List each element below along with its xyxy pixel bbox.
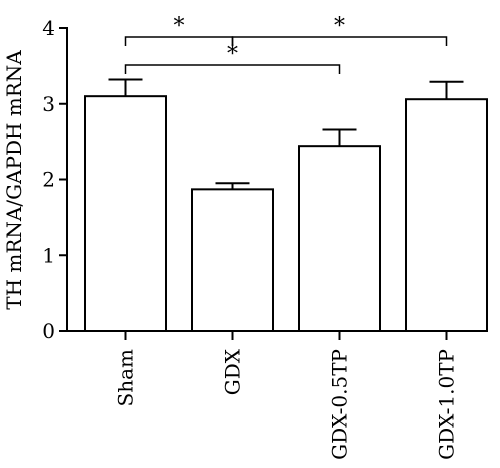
x-tick-label: Sham [114, 349, 138, 407]
y-axis-label: TH mRNA/GAPDH mRNA [2, 50, 26, 310]
bar-sham [84, 95, 167, 332]
y-tick-label: 4 [42, 16, 55, 40]
bar-gdx-1-0tp [405, 98, 488, 332]
x-tick-label: GDX-0.5TP [328, 349, 352, 460]
y-axis: 0 1 2 3 4 [42, 16, 68, 343]
significance-marker: * [227, 42, 238, 67]
y-tick-label: 1 [42, 243, 55, 267]
y-tick-label: 0 [42, 319, 55, 343]
y-tick-label: 2 [42, 168, 55, 192]
y-tick-label: 3 [42, 92, 55, 116]
x-axis: Sham GDX GDX-0.5TP GDX-1.0TP [67, 330, 488, 460]
x-tick-label: GDX [221, 348, 245, 395]
significance-marker: * [174, 14, 185, 39]
significance-bracket [231, 36, 448, 46]
bar-gdx-0-5tp [298, 145, 381, 332]
bars [84, 95, 488, 332]
error-bars [108, 78, 464, 190]
bar-gdx [191, 188, 274, 332]
x-tick-label: GDX-1.0TP [435, 349, 459, 460]
significance-bracket [124, 64, 341, 74]
significance-brackets: * * * [124, 14, 448, 74]
significance-marker: * [334, 14, 345, 39]
